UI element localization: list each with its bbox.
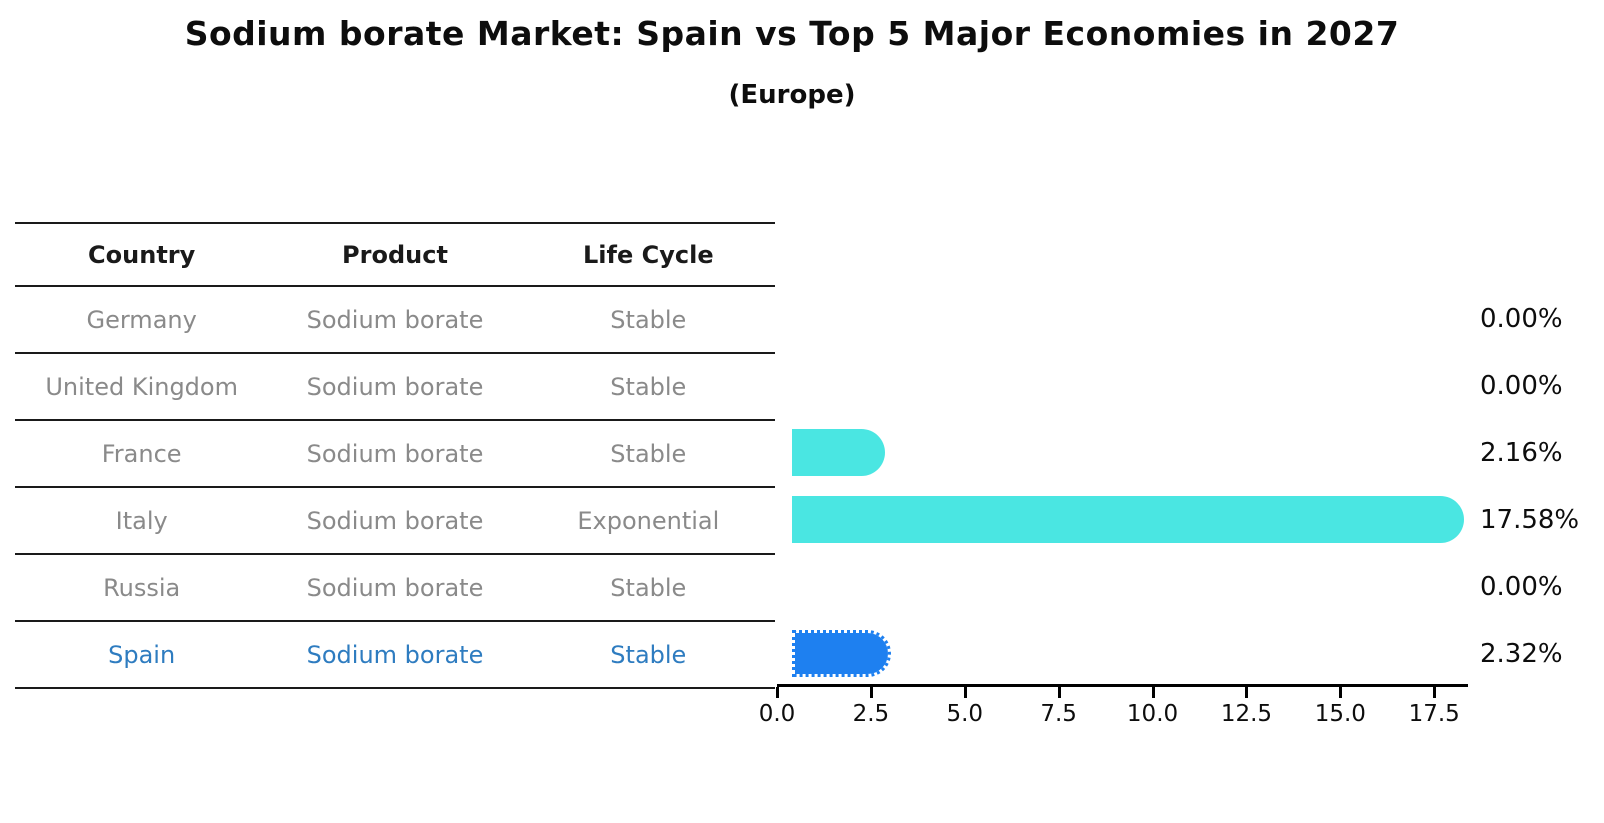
x-axis-tick-mark: [1057, 687, 1061, 698]
x-axis-tick-label: 5.0: [946, 701, 984, 727]
table-row: France Sodium borate Stable: [15, 421, 775, 488]
cell-product: Sodium borate: [306, 305, 484, 334]
chart-title: Sodium borate Market: Spain vs Top 5 Maj…: [184, 14, 1400, 53]
cell-country: Russia: [103, 573, 181, 602]
cell-life-cycle: Stable: [610, 640, 687, 669]
table-row: Italy Sodium borate Exponential: [15, 488, 775, 555]
bar-row-united-kingdom: [777, 352, 1468, 419]
cell-product: Sodium borate: [306, 372, 484, 401]
value-labels: 0.00% 0.00% 2.16% 17.58% 0.00% 2.32%: [1480, 285, 1600, 687]
bar: [792, 496, 1465, 543]
cell-life-cycle: Stable: [610, 573, 687, 602]
table-row: United Kingdom Sodium borate Stable: [15, 354, 775, 421]
column-header-life-cycle: Life Cycle: [583, 240, 714, 269]
column-header-country: Country: [88, 240, 196, 269]
cell-country: United Kingdom: [45, 372, 238, 401]
value-label: 2.32%: [1480, 638, 1563, 669]
table-row: Germany Sodium borate Stable: [15, 287, 775, 354]
x-axis-tick-mark: [1339, 687, 1343, 698]
x-axis-tick-mark: [869, 687, 873, 698]
table-row: Russia Sodium borate Stable: [15, 555, 775, 622]
x-axis-tick-label: 15.0: [1314, 701, 1366, 727]
cell-product: Sodium borate: [306, 506, 484, 535]
plot-area: [777, 285, 1468, 687]
bar: [792, 429, 886, 476]
x-axis-tick-label: 2.5: [852, 701, 890, 727]
bar-row-spain: [777, 620, 1468, 687]
cell-life-cycle: Exponential: [577, 506, 720, 535]
table-header-row: Country Product Life Cycle: [15, 224, 775, 287]
chart-subtitle: (Europe): [728, 80, 856, 110]
value-label: 0.00%: [1480, 303, 1563, 334]
x-axis-tick-mark: [963, 687, 967, 698]
x-axis-tick-mark: [1245, 687, 1249, 698]
data-table: Country Product Life Cycle Germany Sodiu…: [15, 222, 775, 689]
x-axis-tick-label: 10.0: [1126, 701, 1179, 727]
x-axis: 0.0 2.5 5.0 7.5 10.0 12.5 15.0 17.5: [759, 687, 1468, 737]
bar: [792, 630, 892, 677]
x-axis-tick-mark: [1433, 687, 1437, 698]
bar-row-germany: [777, 285, 1468, 352]
value-label: 0.00%: [1480, 571, 1563, 602]
value-label: 2.16%: [1480, 437, 1563, 468]
bar-row-russia: [777, 553, 1468, 620]
column-header-product: Product: [342, 240, 448, 269]
cell-country: Germany: [86, 305, 197, 334]
cell-life-cycle: Stable: [610, 305, 687, 334]
cell-country: Italy: [115, 506, 168, 535]
bar-row-italy: [777, 486, 1468, 553]
value-label: 0.00%: [1480, 370, 1563, 401]
cell-country: France: [101, 439, 182, 468]
x-axis-tick-label: 7.5: [1040, 701, 1077, 727]
table-row: Spain Sodium borate Stable: [15, 622, 775, 689]
x-axis-tick-label: 12.5: [1220, 701, 1273, 727]
cell-life-cycle: Stable: [610, 372, 687, 401]
cell-life-cycle: Stable: [610, 439, 687, 468]
x-axis-tick-mark: [1151, 687, 1155, 698]
cell-product: Sodium borate: [306, 640, 484, 669]
cell-country: Spain: [108, 640, 176, 669]
value-label: 17.58%: [1480, 504, 1580, 535]
cell-product: Sodium borate: [306, 439, 484, 468]
x-axis-tick-label: 17.5: [1408, 701, 1460, 727]
x-axis-tick-label: 0.0: [758, 701, 796, 727]
cell-product: Sodium borate: [306, 573, 484, 602]
x-axis-tick-mark: [776, 687, 779, 698]
bar-row-france: [777, 419, 1468, 486]
